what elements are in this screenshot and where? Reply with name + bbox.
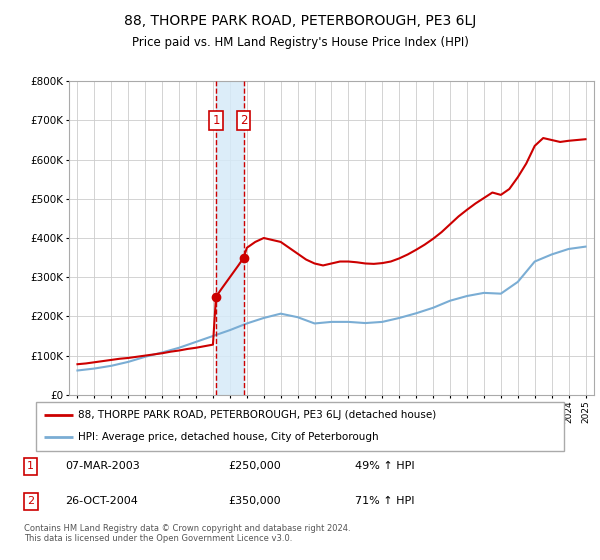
- Bar: [216, 81, 244, 395]
- Text: £250,000: £250,000: [228, 461, 281, 472]
- Text: 1: 1: [212, 114, 220, 127]
- Text: 07-MAR-2003: 07-MAR-2003: [65, 461, 140, 472]
- Text: 26-OCT-2004: 26-OCT-2004: [65, 497, 138, 506]
- Text: 88, THORPE PARK ROAD, PETERBOROUGH, PE3 6LJ: 88, THORPE PARK ROAD, PETERBOROUGH, PE3 …: [124, 14, 476, 28]
- FancyBboxPatch shape: [36, 402, 564, 451]
- Text: Contains HM Land Registry data © Crown copyright and database right 2024.
This d: Contains HM Land Registry data © Crown c…: [24, 524, 350, 543]
- Text: HPI: Average price, detached house, City of Peterborough: HPI: Average price, detached house, City…: [78, 432, 379, 442]
- Text: 2: 2: [240, 114, 248, 127]
- Text: 1: 1: [27, 461, 34, 472]
- Text: 2: 2: [27, 497, 34, 506]
- Text: 49% ↑ HPI: 49% ↑ HPI: [355, 461, 415, 472]
- Text: Price paid vs. HM Land Registry's House Price Index (HPI): Price paid vs. HM Land Registry's House …: [131, 36, 469, 49]
- Text: 88, THORPE PARK ROAD, PETERBOROUGH, PE3 6LJ (detached house): 88, THORPE PARK ROAD, PETERBOROUGH, PE3 …: [78, 410, 436, 420]
- Text: £350,000: £350,000: [228, 497, 281, 506]
- Text: 71% ↑ HPI: 71% ↑ HPI: [355, 497, 415, 506]
